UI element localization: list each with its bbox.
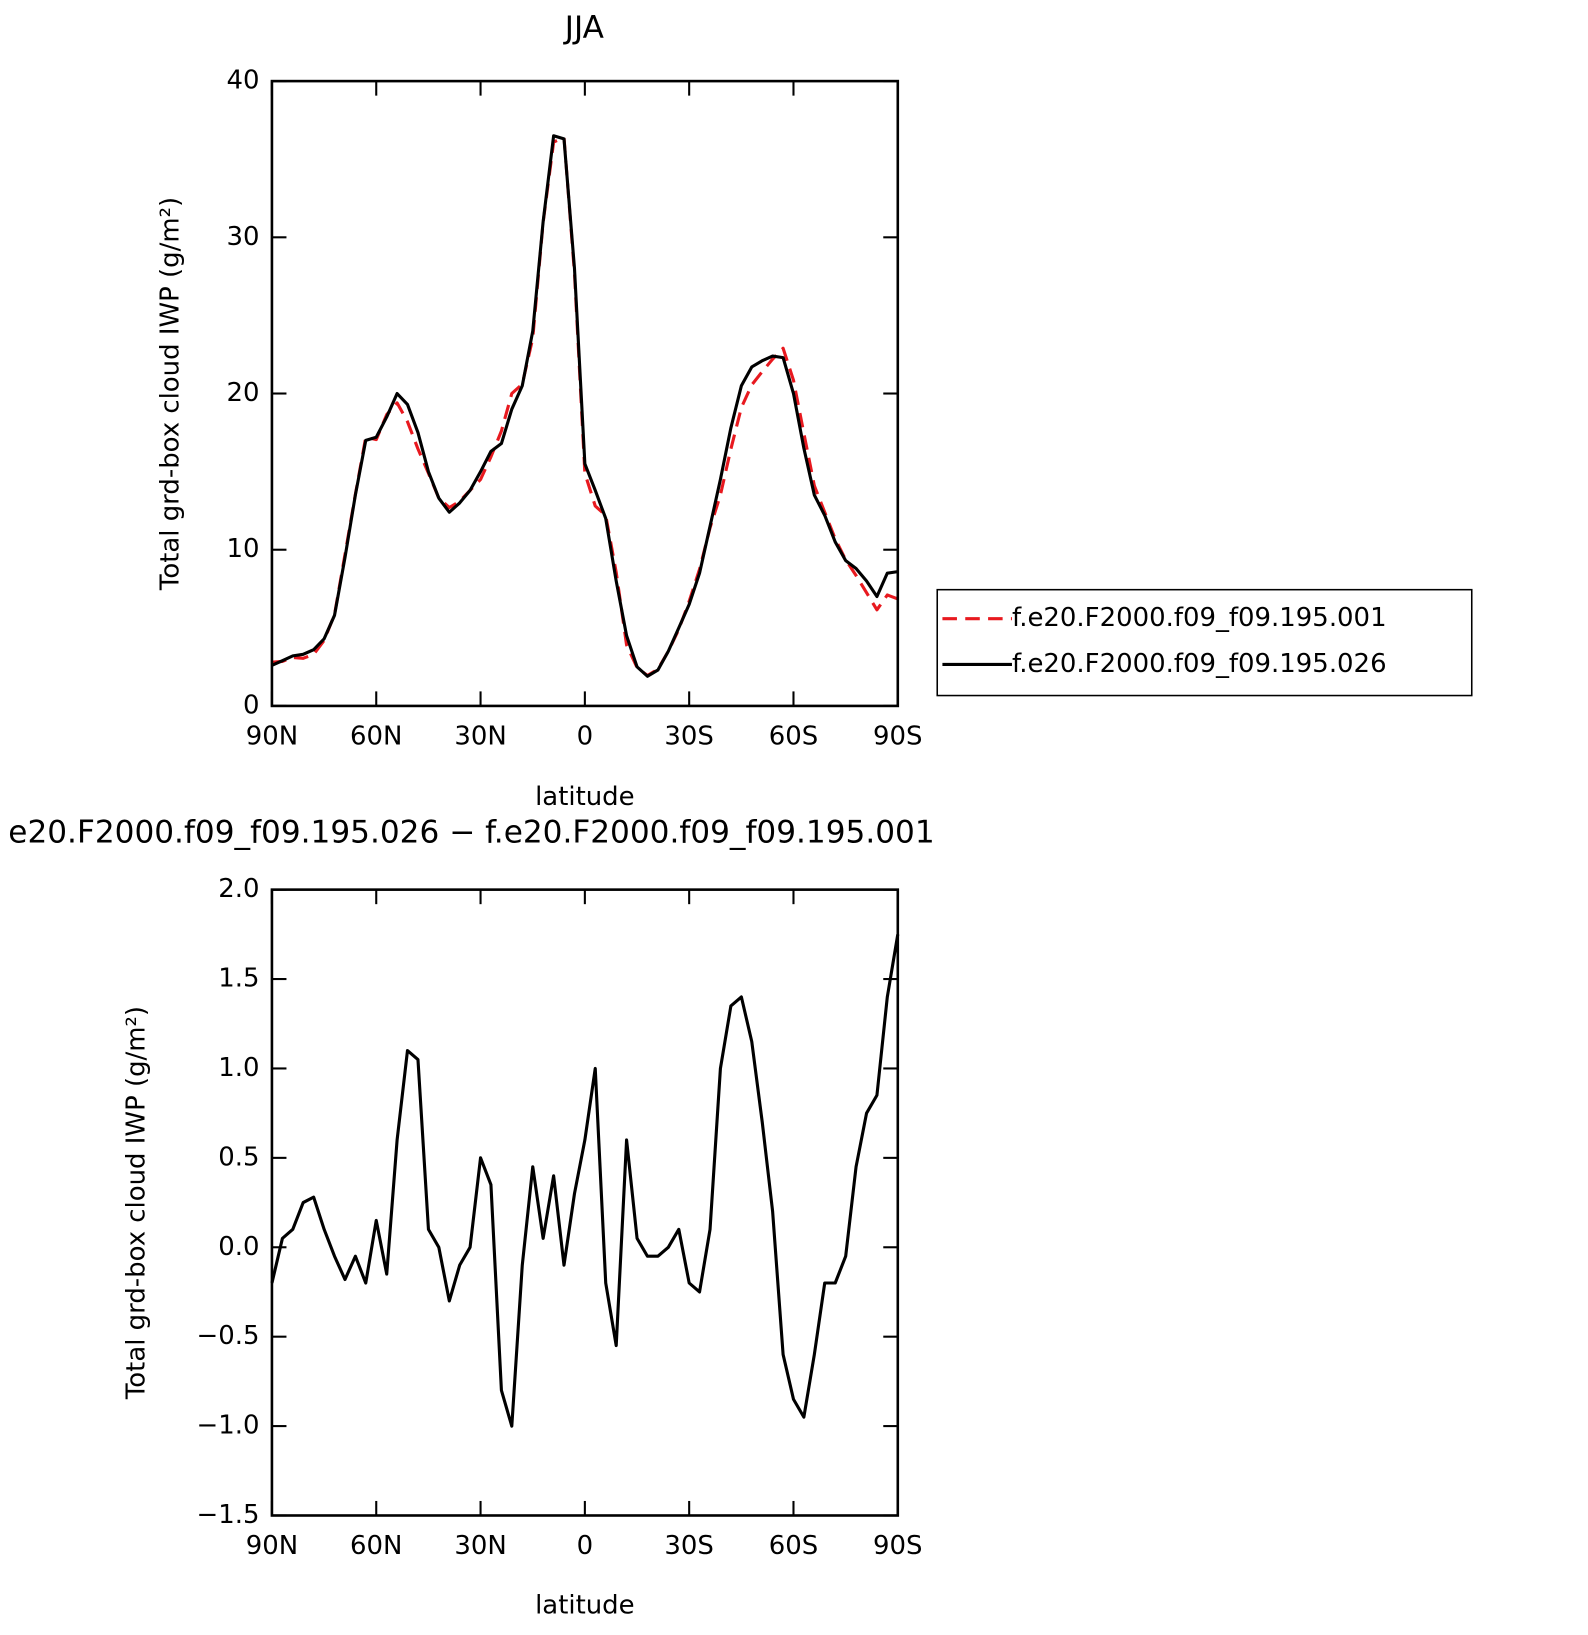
x-tick-label: 30S: [664, 1531, 713, 1561]
x-tick-label: 90N: [246, 1531, 298, 1561]
legend-box: [936, 588, 1473, 697]
x-tick-label: 60S: [769, 1531, 818, 1561]
x-tick-label: 60N: [350, 1531, 402, 1561]
y-tick-label: −1.5: [196, 1500, 259, 1530]
y-tick-label: 10: [226, 534, 259, 564]
y-tick-label: 1.0: [218, 1053, 259, 1083]
y-tick-label: 1.5: [218, 964, 259, 994]
series-line: [271, 135, 899, 678]
x-tick-label: 30S: [664, 722, 713, 752]
y-tick-label: −0.5: [196, 1321, 259, 1351]
y-tick-label: 0.5: [218, 1142, 259, 1172]
x-tick-label: 90S: [873, 722, 922, 752]
x-tick-label: 30N: [454, 722, 506, 752]
x-tick-label: 30N: [454, 1531, 506, 1561]
plot-frame: [270, 888, 900, 1517]
x-axis-label: latitude: [535, 782, 635, 812]
chart-title: e20.F2000.f09_f09.195.026 − f.e20.F2000.…: [8, 815, 934, 851]
y-tick-label: 2.0: [218, 874, 259, 904]
x-tick-label: 0: [577, 1531, 594, 1561]
legend-label: f.e20.F2000.f09_f09.195.026: [1012, 649, 1387, 679]
y-tick-label: 20: [226, 378, 259, 408]
series-line: [270, 934, 900, 1428]
x-tick-label: 0: [577, 722, 594, 752]
y-tick-label: 0: [243, 690, 260, 720]
y-tick-label: −1.0: [196, 1411, 259, 1441]
plot-frame: [270, 79, 900, 708]
chart-title: JJA: [563, 10, 605, 46]
series-line: [271, 134, 899, 678]
x-axis-label: latitude: [535, 1590, 635, 1620]
legend-label: f.e20.F2000.f09_f09.195.001: [1012, 603, 1387, 633]
y-tick-label: 40: [226, 66, 259, 96]
x-tick-label: 90N: [246, 722, 298, 752]
y-tick-label: 30: [226, 222, 259, 252]
x-tick-label: 90S: [873, 1531, 922, 1561]
x-tick-label: 60N: [350, 722, 402, 752]
y-axis-label: Total grd-box cloud IWP (g/m²): [122, 1006, 152, 1400]
y-tick-label: 0.0: [218, 1232, 259, 1262]
y-axis-label: Total grd-box cloud IWP (g/m²): [156, 197, 186, 591]
x-tick-label: 60S: [769, 722, 818, 752]
